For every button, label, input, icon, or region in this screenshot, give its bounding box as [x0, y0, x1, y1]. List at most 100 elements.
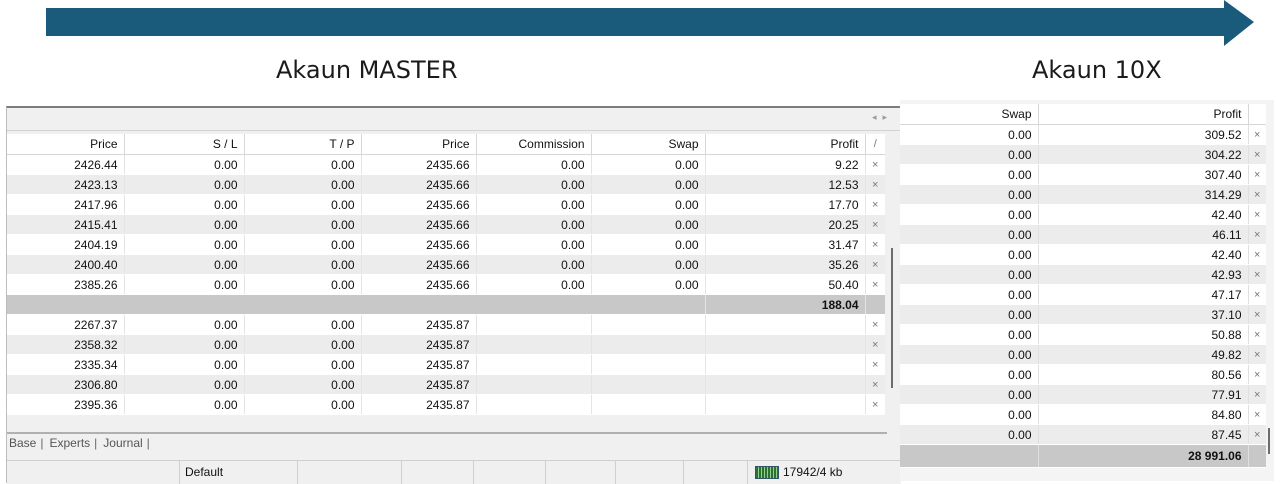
close-icon[interactable]: ×: [1248, 124, 1266, 145]
pending-order-row[interactable]: 2306.80 0.00 0.00 2435.87 ×: [7, 374, 885, 395]
table-row[interactable]: 0.00 50.88 ×: [900, 324, 1266, 345]
table-row[interactable]: 0.00 309.52 ×: [900, 124, 1266, 145]
take-profit: 0.00: [244, 154, 362, 175]
close-icon[interactable]: ×: [865, 194, 885, 215]
close-icon[interactable]: ×: [1248, 144, 1266, 165]
close-icon[interactable]: ×: [1248, 404, 1266, 425]
swap: 0.00: [900, 224, 1039, 245]
pending-order-row[interactable]: 2335.34 0.00 0.00 2435.87 ×: [7, 354, 885, 375]
col-header-tp[interactable]: T / P: [244, 134, 362, 155]
current-price: 2435.87: [361, 354, 477, 375]
col-header-profit[interactable]: Profit: [1038, 104, 1249, 125]
close-icon[interactable]: ×: [1248, 304, 1266, 325]
table-row[interactable]: 0.00 47.17 ×: [900, 284, 1266, 305]
table-row[interactable]: 2415.41 0.00 0.00 2435.66 0.00 0.00 20.2…: [7, 214, 885, 235]
current-price: 2435.66: [361, 254, 477, 275]
close-icon[interactable]: ×: [865, 174, 885, 195]
status-divider: [473, 461, 474, 484]
table-row[interactable]: 2426.44 0.00 0.00 2435.66 0.00 0.00 9.22…: [7, 154, 885, 175]
col-header-commission[interactable]: Commission: [476, 134, 592, 155]
close-icon[interactable]: ×: [1248, 384, 1266, 405]
pending-order-row[interactable]: 2395.36 0.00 0.00 2435.87 ×: [7, 394, 885, 415]
close-icon[interactable]: ×: [1248, 424, 1266, 445]
close-icon[interactable]: ×: [1248, 344, 1266, 365]
tab-experts[interactable]: Experts: [49, 436, 91, 450]
close-icon[interactable]: ×: [1248, 204, 1266, 225]
profile-name[interactable]: Default: [185, 465, 224, 479]
table-row[interactable]: 2400.40 0.00 0.00 2435.66 0.00 0.00 35.2…: [7, 254, 885, 275]
take-profit: 0.00: [244, 374, 362, 395]
status-divider: [615, 461, 616, 484]
close-icon[interactable]: ×: [1248, 324, 1266, 345]
vertical-scrollbar[interactable]: [1268, 428, 1270, 454]
col-header-swap[interactable]: Swap: [591, 134, 706, 155]
table-row[interactable]: 2417.96 0.00 0.00 2435.66 0.00 0.00 17.7…: [7, 194, 885, 215]
swap: 0.00: [900, 204, 1039, 225]
pending-order-row[interactable]: 2267.37 0.00 0.00 2435.87 ×: [7, 314, 885, 335]
close-icon[interactable]: ×: [865, 234, 885, 255]
swap: [591, 334, 706, 355]
swap: [591, 354, 706, 375]
tab-base[interactable]: Base: [9, 436, 37, 450]
close-icon[interactable]: ×: [865, 374, 885, 395]
close-icon[interactable]: ×: [865, 394, 885, 415]
close-icon[interactable]: ×: [1248, 244, 1266, 265]
table-row[interactable]: 0.00 314.29 ×: [900, 184, 1266, 205]
table-row[interactable]: 0.00 42.93 ×: [900, 264, 1266, 285]
take-profit: 0.00: [244, 254, 362, 275]
close-icon[interactable]: ×: [1248, 364, 1266, 385]
close-icon[interactable]: ×: [865, 274, 885, 295]
stop-loss: 0.00: [124, 354, 245, 375]
table-row[interactable]: 0.00 42.40 ×: [900, 244, 1266, 265]
vertical-scrollbar[interactable]: [891, 248, 893, 388]
swap: [591, 374, 706, 395]
table-row[interactable]: 0.00 49.82 ×: [900, 344, 1266, 365]
profit: [705, 374, 866, 395]
close-icon[interactable]: ×: [1248, 164, 1266, 185]
close-icon[interactable]: ×: [865, 254, 885, 275]
table-row[interactable]: 2404.19 0.00 0.00 2435.66 0.00 0.00 31.4…: [7, 234, 885, 255]
col-header-price[interactable]: Price: [7, 134, 125, 155]
take-profit: 0.00: [244, 274, 362, 295]
close-icon[interactable]: ×: [1248, 284, 1266, 305]
close-icon[interactable]: ×: [865, 334, 885, 355]
table-row[interactable]: 0.00 42.40 ×: [900, 204, 1266, 225]
pending-order-row[interactable]: 2358.32 0.00 0.00 2435.87 ×: [7, 334, 885, 355]
profit: 77.91: [1038, 384, 1249, 405]
table-row[interactable]: 2423.13 0.00 0.00 2435.66 0.00 0.00 12.5…: [7, 174, 885, 195]
stop-loss: 0.00: [124, 154, 245, 175]
col-header-swap[interactable]: Swap: [900, 104, 1039, 125]
scroll-left-right-icon[interactable]: ◂▸: [871, 112, 893, 122]
col-header-profit[interactable]: Profit: [705, 134, 866, 155]
table-row[interactable]: 0.00 84.80 ×: [900, 404, 1266, 425]
close-icon[interactable]: ×: [865, 154, 885, 175]
close-icon[interactable]: ×: [865, 214, 885, 235]
close-icon[interactable]: ×: [1248, 184, 1266, 205]
close-icon[interactable]: ×: [1248, 264, 1266, 285]
tab-journal[interactable]: Journal: [103, 436, 143, 450]
table-row[interactable]: 0.00 77.91 ×: [900, 384, 1266, 405]
close-icon[interactable]: ×: [865, 354, 885, 375]
commission: 0.00: [476, 234, 592, 255]
stop-loss: 0.00: [124, 214, 245, 235]
take-profit: 0.00: [244, 194, 362, 215]
col-header-current-price[interactable]: Price: [361, 134, 477, 155]
profit: 46.11: [1038, 224, 1249, 245]
table-row[interactable]: 0.00 80.56 ×: [900, 364, 1266, 385]
terminal-tab-bar: Base | Experts | Journal |: [7, 432, 887, 454]
close-icon[interactable]: ×: [1248, 224, 1266, 245]
swap: 0.00: [900, 244, 1039, 265]
commission: [476, 334, 592, 355]
table-row[interactable]: 2385.26 0.00 0.00 2435.66 0.00 0.00 50.4…: [7, 274, 885, 295]
close-icon[interactable]: ×: [865, 314, 885, 335]
open-price: 2423.13: [7, 174, 125, 195]
table-row[interactable]: 0.00 304.22 ×: [900, 144, 1266, 165]
swap: 0.00: [900, 184, 1039, 205]
col-header-sl[interactable]: S / L: [124, 134, 245, 155]
table-row[interactable]: 0.00 46.11 ×: [900, 224, 1266, 245]
table-row[interactable]: 0.00 307.40 ×: [900, 164, 1266, 185]
take-profit: 0.00: [244, 214, 362, 235]
swap: 0.00: [900, 324, 1039, 345]
table-row[interactable]: 0.00 87.45 ×: [900, 424, 1266, 445]
table-row[interactable]: 0.00 37.10 ×: [900, 304, 1266, 325]
